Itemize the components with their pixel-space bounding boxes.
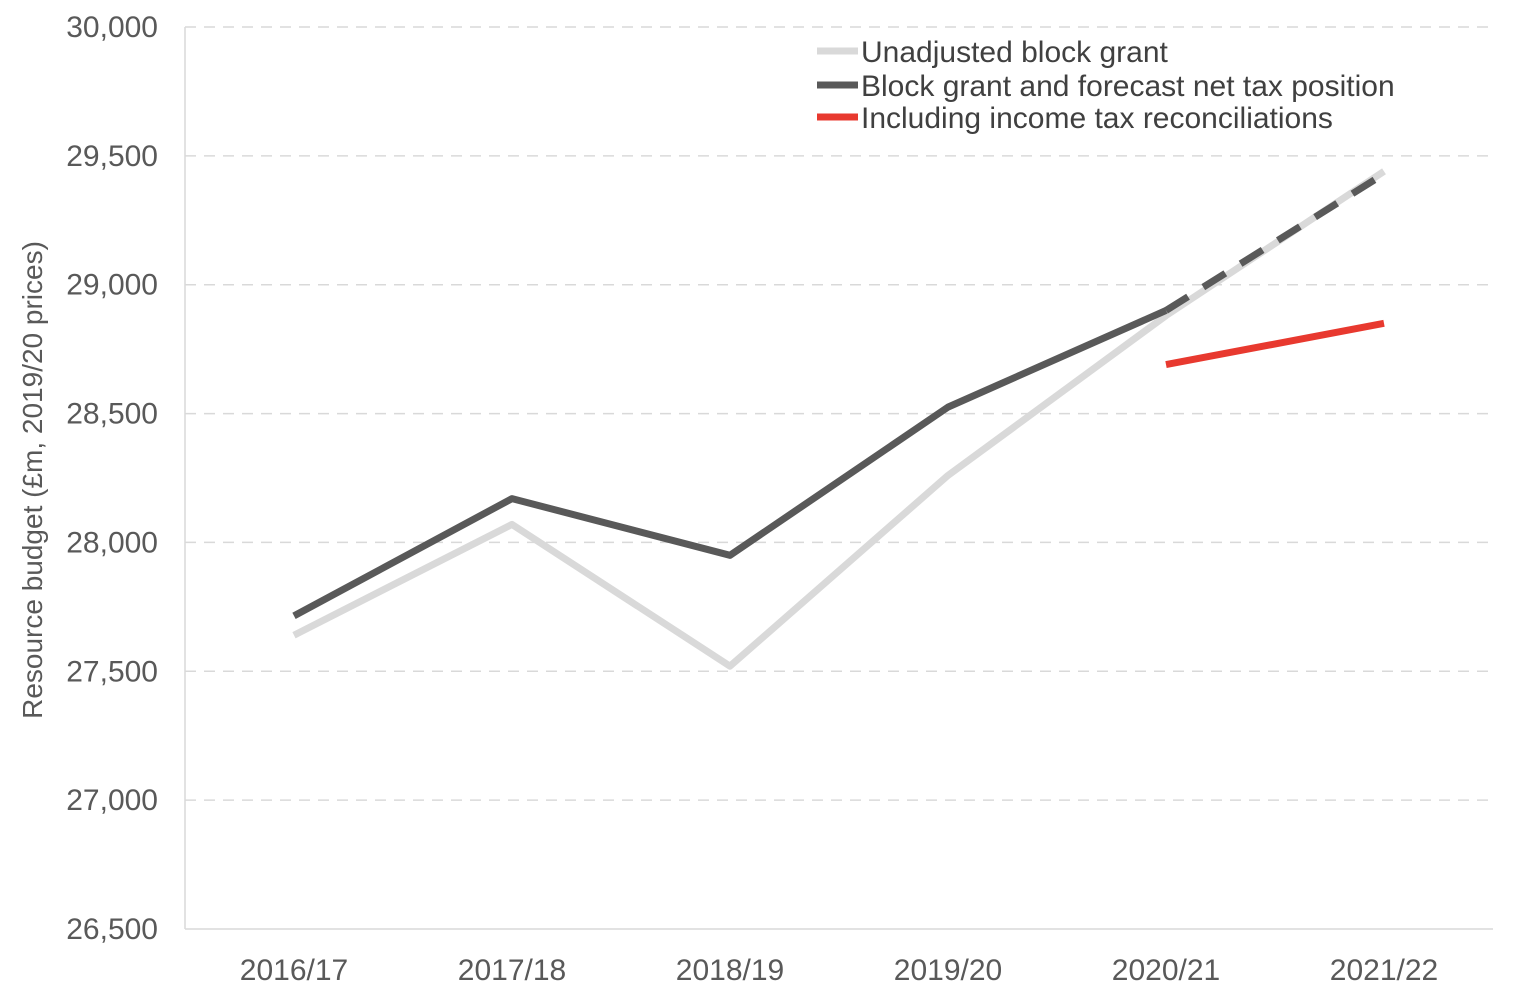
legend-label: Unadjusted block grant <box>861 36 1169 69</box>
series-lines <box>292 168 1386 670</box>
x-tick-label: 2018/19 <box>676 954 784 987</box>
x-tick-label: 2021/22 <box>1330 954 1438 987</box>
axes <box>184 27 1493 930</box>
y-axis-title: Resource budget (£m, 2019/20 prices) <box>17 241 48 719</box>
y-tick-labels: 26,500 27,000 27,500 28,000 28,500 29,000 29,5… <box>66 11 158 946</box>
y-tick-label: 30,000 <box>66 11 158 44</box>
gridlines <box>185 26 1493 801</box>
y-tick-label: 29,000 <box>66 269 158 302</box>
legend-label: Including income tax reconciliations <box>861 102 1333 135</box>
series-unadjusted-block-grant-line <box>292 168 1386 670</box>
y-tick-label: 27,500 <box>66 655 158 688</box>
legend-label: Block grant and forecast net tax positio… <box>861 70 1395 103</box>
y-tick-label: 26,500 <box>66 913 158 946</box>
x-tick-labels: 2016/17 2017/18 2018/19 2019/20 2020/21 2021/… <box>240 954 1438 987</box>
y-tick-label: 28,000 <box>66 526 158 559</box>
x-tick-label: 2020/21 <box>1112 954 1220 987</box>
y-tick-label: 27,000 <box>66 784 158 817</box>
x-tick-label: 2016/17 <box>240 954 348 987</box>
x-tick-label: 2019/20 <box>894 954 1002 987</box>
y-tick-label: 28,500 <box>66 398 158 431</box>
series-including-income-tax-reconciliations-line <box>1165 319 1385 369</box>
series-block-grant-and-forecast-net-tax-position-line <box>292 307 1168 619</box>
x-tick-label: 2017/18 <box>458 954 566 987</box>
y-tick-label: 29,500 <box>66 140 158 173</box>
